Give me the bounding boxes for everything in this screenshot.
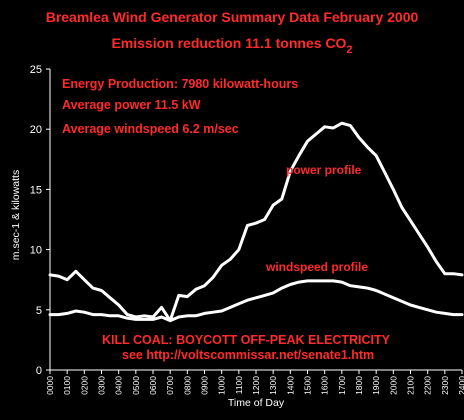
x-tick-label: 0800: [182, 376, 192, 395]
chart-subtitle-text: Emission reduction 11.1 tonnes CO: [111, 35, 346, 51]
y-axis-label: m.sec-1 & kilowatts: [10, 170, 22, 260]
y-tick-label: 0: [36, 365, 42, 377]
power-profile-label: power profile: [286, 163, 362, 177]
y-tick-label: 5: [36, 305, 42, 317]
average-windspeed-annotation: Average windspeed 6.2 m/sec: [62, 122, 239, 136]
x-tick-label: 1900: [371, 376, 381, 395]
chart-subtitle-subscript: 2: [346, 44, 352, 56]
average-power-annotation: Average power 11.5 kW: [62, 98, 201, 112]
power-profile-line: [48, 121, 464, 323]
x-tick-label: 1100: [234, 376, 244, 395]
x-tick-label: 0200: [79, 376, 89, 395]
x-tick-label: 0100: [62, 376, 72, 395]
x-tick-label: 2300: [440, 376, 450, 395]
x-tick-label: 1300: [268, 376, 278, 395]
x-tick-label: 1700: [337, 376, 347, 395]
kill-coal-annotation: KILL COAL: BOYCOTT OFF-PEAK ELECTRICITY: [102, 333, 391, 347]
windspeed-profile-label: windspeed profile: [265, 260, 368, 274]
x-tick-label: 2100: [406, 376, 416, 395]
x-tick-label: 0600: [148, 376, 158, 395]
x-tick-label: 0500: [131, 376, 141, 395]
chart-subtitle: Emission reduction 11.1 tonnes CO2: [111, 35, 352, 56]
x-tick-label: 2400: [457, 376, 464, 395]
x-tick-label: 1000: [217, 376, 227, 395]
windspeed-profile-line: [48, 279, 464, 323]
x-tick-label: 1200: [251, 376, 261, 395]
x-tick-label: 2200: [423, 376, 433, 395]
x-tick-label: 1600: [320, 376, 330, 395]
x-axis-label: Time of Day: [228, 397, 285, 409]
x-tick-label: 0400: [114, 376, 124, 395]
chart-title: Breamlea Wind Generator Summary Data Feb…: [46, 9, 419, 25]
x-tick-label: 0000: [45, 376, 55, 395]
x-tick-label: 1800: [354, 376, 364, 395]
x-tick-label: 2000: [388, 376, 398, 395]
y-tick-label: 15: [30, 184, 42, 196]
energy-annotation: Energy Production: 7980 kilowatt-hours: [62, 77, 298, 91]
y-tick-label: 10: [30, 245, 42, 257]
x-tick-label: 0900: [200, 376, 210, 395]
x-tick-label: 1400: [285, 376, 295, 395]
x-tick-label: 0300: [97, 376, 107, 395]
plot-area: 0 5 10 15 20 25 0000 0100 0200 0300 0400 0500 0600 07…: [30, 64, 464, 395]
see-url-annotation: see http://voltscommissar.net/senate1.ht…: [122, 348, 374, 362]
x-tick-label: 1500: [303, 376, 313, 395]
y-tick-label: 25: [30, 64, 42, 76]
x-tick-label: 0700: [165, 376, 175, 395]
y-tick-label: 20: [30, 124, 42, 136]
